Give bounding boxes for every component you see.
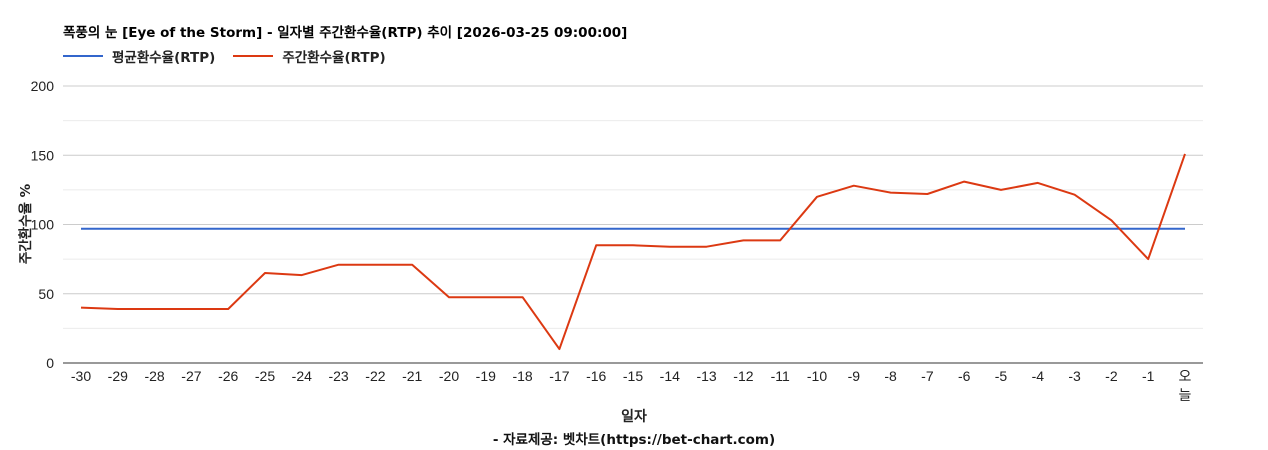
y-axis-label: 주간환수율 %	[18, 183, 34, 265]
x-tick-label: -13	[696, 368, 716, 384]
x-tick-label: -10	[807, 368, 827, 384]
x-tick-label: -28	[144, 368, 164, 384]
legend-item-average[interactable]: 평균환수율(RTP)	[63, 46, 215, 66]
x-tick-label: -12	[733, 368, 753, 384]
x-tick-label: -14	[660, 368, 680, 384]
y-tick-label: 50	[38, 286, 54, 302]
x-tick-label: -5	[995, 368, 1008, 384]
x-tick-label: -8	[884, 368, 897, 384]
x-tick-label: -7	[921, 368, 934, 384]
x-tick-label: -11	[771, 368, 790, 384]
source-credit: - 자료제공: 벳차트(https://bet-chart.com)	[492, 432, 776, 448]
x-tick-label: -17	[549, 368, 569, 384]
x-tick-label: -26	[218, 368, 238, 384]
x-tick-label: -29	[108, 368, 128, 384]
x-tick-label: -30	[71, 368, 91, 384]
x-tick-label: 늘	[1179, 387, 1192, 403]
x-tick-label: -27	[181, 368, 201, 384]
x-tick-label: -9	[848, 368, 861, 384]
y-tick-label: 200	[31, 78, 55, 94]
x-tick-label: -1	[1142, 368, 1155, 384]
x-tick-label: -15	[623, 368, 643, 384]
weekly-rtp-line[interactable]	[80, 153, 1186, 351]
x-tick-label: -3	[1068, 368, 1081, 384]
legend-swatch-red	[233, 54, 274, 58]
x-tick-label: -18	[512, 368, 532, 384]
legend: 평균환수율(RTP) 주간환수율(RTP)	[63, 46, 404, 66]
x-tick-label: -4	[1032, 368, 1045, 384]
legend-label: 주간환수율(RTP)	[282, 50, 386, 66]
y-tick-label: 0	[46, 355, 54, 371]
y-tick-label: 100	[31, 217, 55, 233]
x-tick-label: -20	[439, 368, 459, 384]
legend-swatch-blue	[63, 54, 103, 58]
x-tick-label: -24	[292, 368, 312, 384]
legend-item-weekly[interactable]: 주간환수율(RTP)	[233, 46, 386, 66]
x-tick-label: 오	[1179, 368, 1192, 384]
y-tick-label: 150	[31, 147, 55, 163]
x-tick-label: -23	[328, 368, 348, 384]
x-tick-label: -25	[255, 368, 275, 384]
x-tick-label: -16	[586, 368, 606, 384]
x-tick-label: -21	[402, 368, 422, 384]
chart-title: 폭풍의 눈 [Eye of the Storm] - 일자별 주간환수율(RTP…	[63, 25, 628, 41]
x-tick-label: -22	[365, 368, 385, 384]
legend-label: 평균환수율(RTP)	[112, 50, 216, 66]
x-tick-label: -19	[476, 368, 496, 384]
x-axis-label: 일자	[621, 409, 647, 425]
x-tick-label: -2	[1105, 368, 1118, 384]
x-tick-label: -6	[958, 368, 971, 384]
